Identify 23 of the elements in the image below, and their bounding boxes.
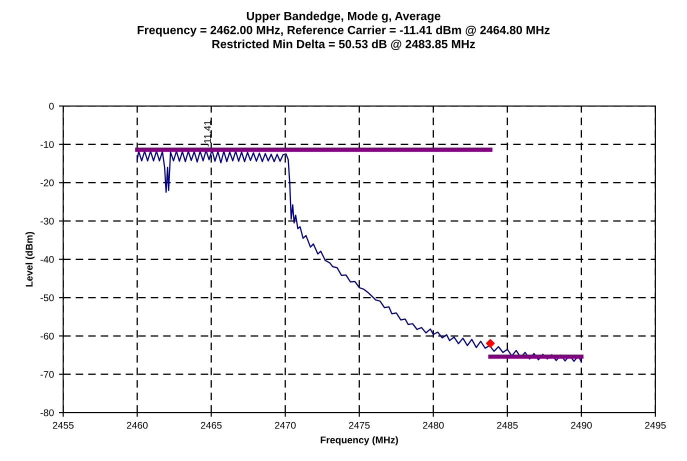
y-tick-label: -50 — [40, 294, 54, 302]
y-tick-label: -80 — [40, 409, 54, 416]
x-tick-label: 2470 — [274, 422, 296, 429]
x-tick-label: 2455 — [52, 422, 74, 429]
x-tick-label: 2460 — [126, 422, 148, 429]
x-tick-label: 2480 — [423, 422, 444, 429]
x-tick-label: 2465 — [200, 422, 222, 429]
annotation: -11.41 — [204, 120, 211, 147]
y-tick-label: -20 — [40, 179, 54, 186]
y-tick-label: -30 — [40, 218, 54, 225]
x-tick-label: 2475 — [348, 422, 370, 429]
y-tick-label: -10 — [40, 141, 54, 148]
y-tick-label: -70 — [40, 371, 54, 378]
x-axis-title: Frequency (MHz) — [320, 436, 398, 446]
x-tick-label: 2490 — [571, 422, 592, 429]
y-tick-label: 0 — [49, 102, 54, 110]
y-tick-label: -40 — [40, 256, 54, 263]
x-tick-label: 2495 — [645, 422, 666, 429]
y-tick-label: -60 — [40, 332, 54, 340]
chart-title: Upper Bandedge, Mode g, Average Frequency = 2462.00 MHz, Reference Carrier = -11.41 dBm @ 2464.80 MHz Restricted Min Delta = 50.53 dB @ 2483.85 MHz — [138, 12, 550, 50]
line-series — [136, 149, 582, 363]
x-tick-label: 2485 — [497, 422, 518, 429]
y-axis-title: Level (dBm) — [26, 232, 35, 286]
